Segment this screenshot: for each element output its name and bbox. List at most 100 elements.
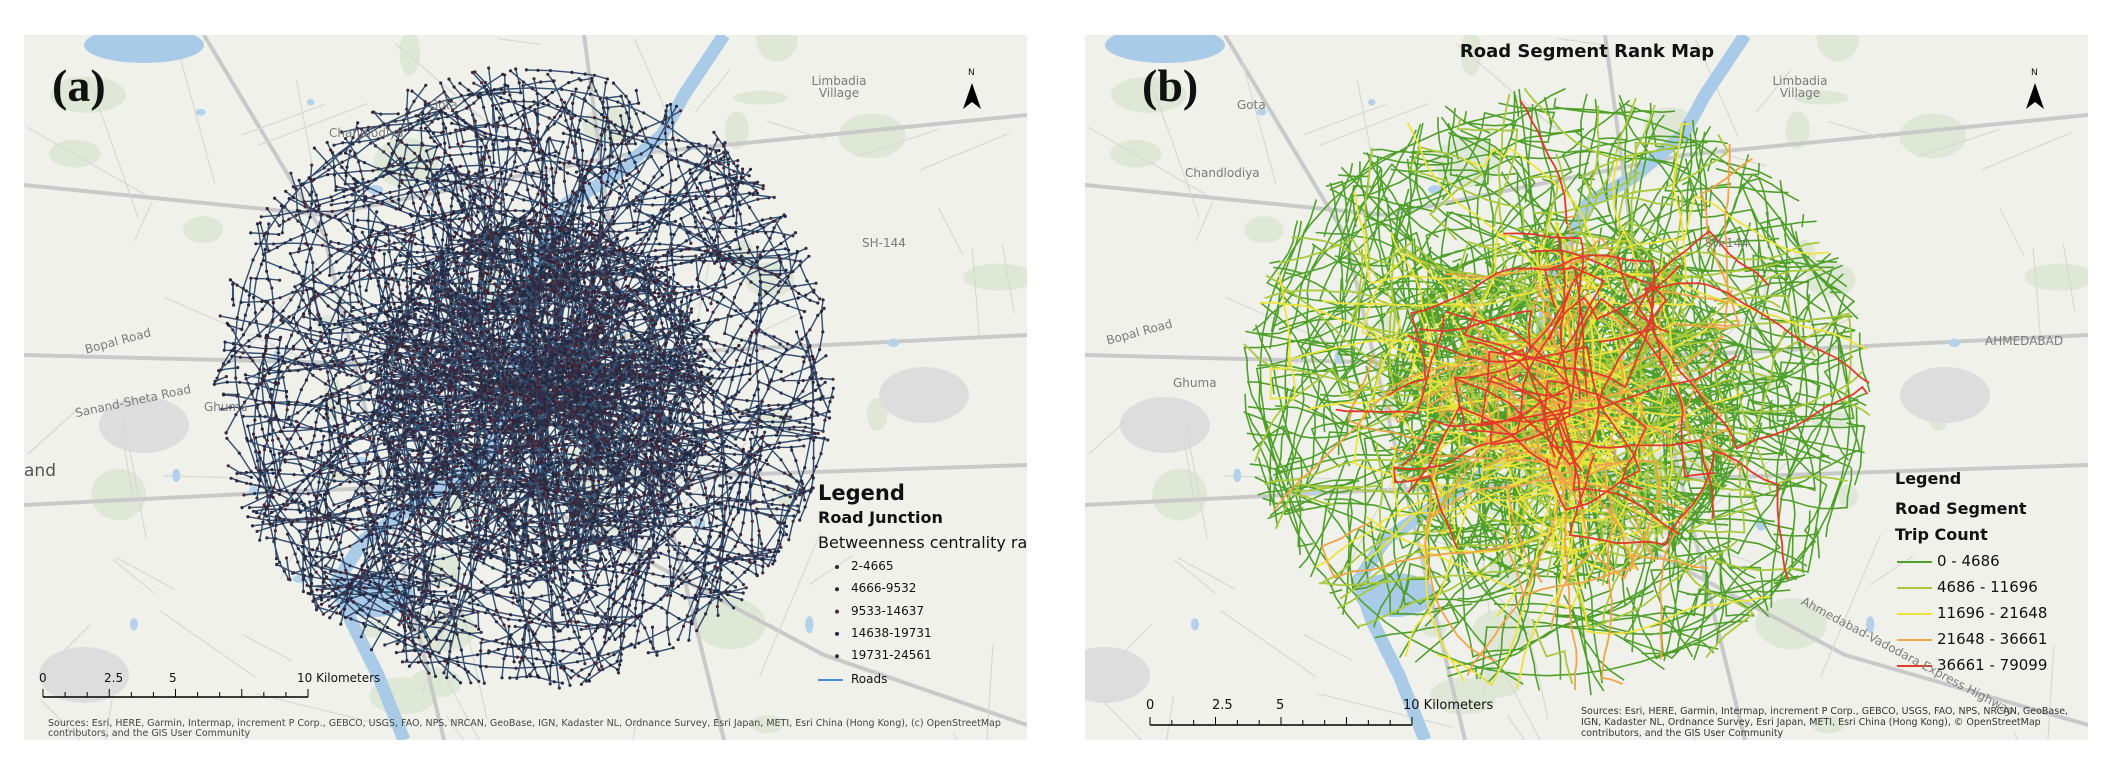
minor-road xyxy=(446,715,465,740)
scale-label: 2.5 xyxy=(104,671,124,685)
park xyxy=(183,216,223,244)
legend-item: 21648 - 36661 xyxy=(1937,630,2048,648)
minor-road xyxy=(104,695,114,740)
park xyxy=(1806,262,1856,298)
north-arrow xyxy=(2026,83,2044,109)
place-label: Chandlodiya xyxy=(1185,166,1260,180)
park xyxy=(1816,35,1859,62)
legend-item: 36661 - 79099 xyxy=(1937,656,2048,674)
minor-road xyxy=(1558,37,1602,46)
lake xyxy=(84,35,204,63)
urban-area xyxy=(99,397,189,453)
place-label: Ghuma xyxy=(1173,376,1217,390)
park xyxy=(1375,315,1400,331)
scale-unit: 10 Kilometers xyxy=(297,671,381,685)
highway xyxy=(1223,35,1467,740)
minor-road xyxy=(1240,57,1277,185)
minor-road xyxy=(59,624,91,656)
legend-title: Legend xyxy=(1895,469,1962,488)
minor-road xyxy=(1177,557,1236,590)
scale-label: 5 xyxy=(169,671,177,685)
map-title: Road Segment Rank Map xyxy=(1459,41,1715,62)
minor-road xyxy=(1183,437,1195,501)
minor-road xyxy=(856,128,939,158)
park xyxy=(1244,216,1284,244)
minor-road xyxy=(1101,699,1143,740)
scale-label: 5 xyxy=(1276,698,1285,713)
minor-road xyxy=(40,699,82,740)
minor-road xyxy=(1195,201,1214,242)
park xyxy=(1899,113,1967,159)
pond xyxy=(195,108,206,116)
minor-road xyxy=(27,406,81,455)
minor-road xyxy=(1184,419,1208,539)
minor-road xyxy=(1317,693,1454,728)
north-arrow xyxy=(963,83,981,109)
panel-label: (b) xyxy=(1142,60,1199,111)
highway xyxy=(1085,113,2088,218)
highway xyxy=(24,463,1027,507)
pond xyxy=(1866,616,1875,634)
legend-item: 11696 - 21648 xyxy=(1937,604,2048,622)
pond xyxy=(1190,618,1200,631)
minor-road xyxy=(1001,244,1015,313)
minor-road xyxy=(87,76,139,218)
minor-road xyxy=(256,693,393,728)
minor-road xyxy=(452,568,488,719)
minor-road xyxy=(1303,103,1387,136)
urban-area xyxy=(1900,367,1990,423)
minor-road xyxy=(134,201,153,242)
scale-unit: 10 Kilometers xyxy=(1403,698,1494,713)
minor-road xyxy=(759,534,821,677)
minor-road xyxy=(258,102,368,146)
minor-road xyxy=(122,437,134,501)
place-label: Gota xyxy=(429,98,458,112)
legend-layer: Road Junction xyxy=(818,508,943,527)
attribution: Sources: Esri, HERE, Garmin, Intermap, i… xyxy=(1581,706,2069,739)
highway xyxy=(202,35,446,740)
map-b xyxy=(1085,35,2088,740)
park xyxy=(866,397,888,431)
minor-road xyxy=(1319,102,1429,146)
park xyxy=(963,263,1027,291)
minor-road xyxy=(1981,132,2071,171)
attribution: Sources: Esri, HERE, Garmin, Intermap, i… xyxy=(48,718,1001,739)
scale-label: 0 xyxy=(39,671,47,685)
minor-road xyxy=(711,313,800,356)
park xyxy=(1811,715,1846,734)
park xyxy=(838,113,906,159)
pond xyxy=(1948,338,1961,348)
minor-road xyxy=(116,557,175,590)
legend-field: Betweenness centrality rank xyxy=(818,533,1027,552)
minor-road xyxy=(241,633,292,662)
legend-dot xyxy=(835,631,839,636)
minor-road xyxy=(1820,534,1882,677)
minor-road xyxy=(1173,559,1216,594)
place-label: AHMEDABAD xyxy=(1985,334,2064,348)
highway xyxy=(24,113,1027,218)
pond xyxy=(129,618,139,631)
minor-road xyxy=(1356,79,1374,164)
pond xyxy=(1233,468,1242,483)
park xyxy=(1110,76,1187,114)
minor-road xyxy=(1869,555,1914,586)
minor-road xyxy=(1302,633,1353,662)
minor-road xyxy=(1087,126,1209,197)
place-label: Limbadia Village xyxy=(811,74,867,100)
pond xyxy=(805,616,814,634)
highway xyxy=(582,35,726,740)
minor-road xyxy=(1507,715,1526,740)
legend-item: 14638-19731 xyxy=(851,625,932,640)
urban-area xyxy=(1120,397,1210,453)
park xyxy=(1152,468,1208,521)
park xyxy=(2024,263,2088,291)
minor-road xyxy=(1695,39,1739,138)
place-label: and xyxy=(24,461,56,481)
place-label: Ghuma xyxy=(204,400,248,414)
minor-road xyxy=(179,57,216,185)
place-label: SH-144 xyxy=(1705,236,1749,250)
map-panel-b: N (b) Road Segment Rank Map Gota Chandlodiya… xyxy=(1085,35,2088,740)
minor-road xyxy=(1148,76,1200,218)
legend-dot xyxy=(835,565,839,569)
